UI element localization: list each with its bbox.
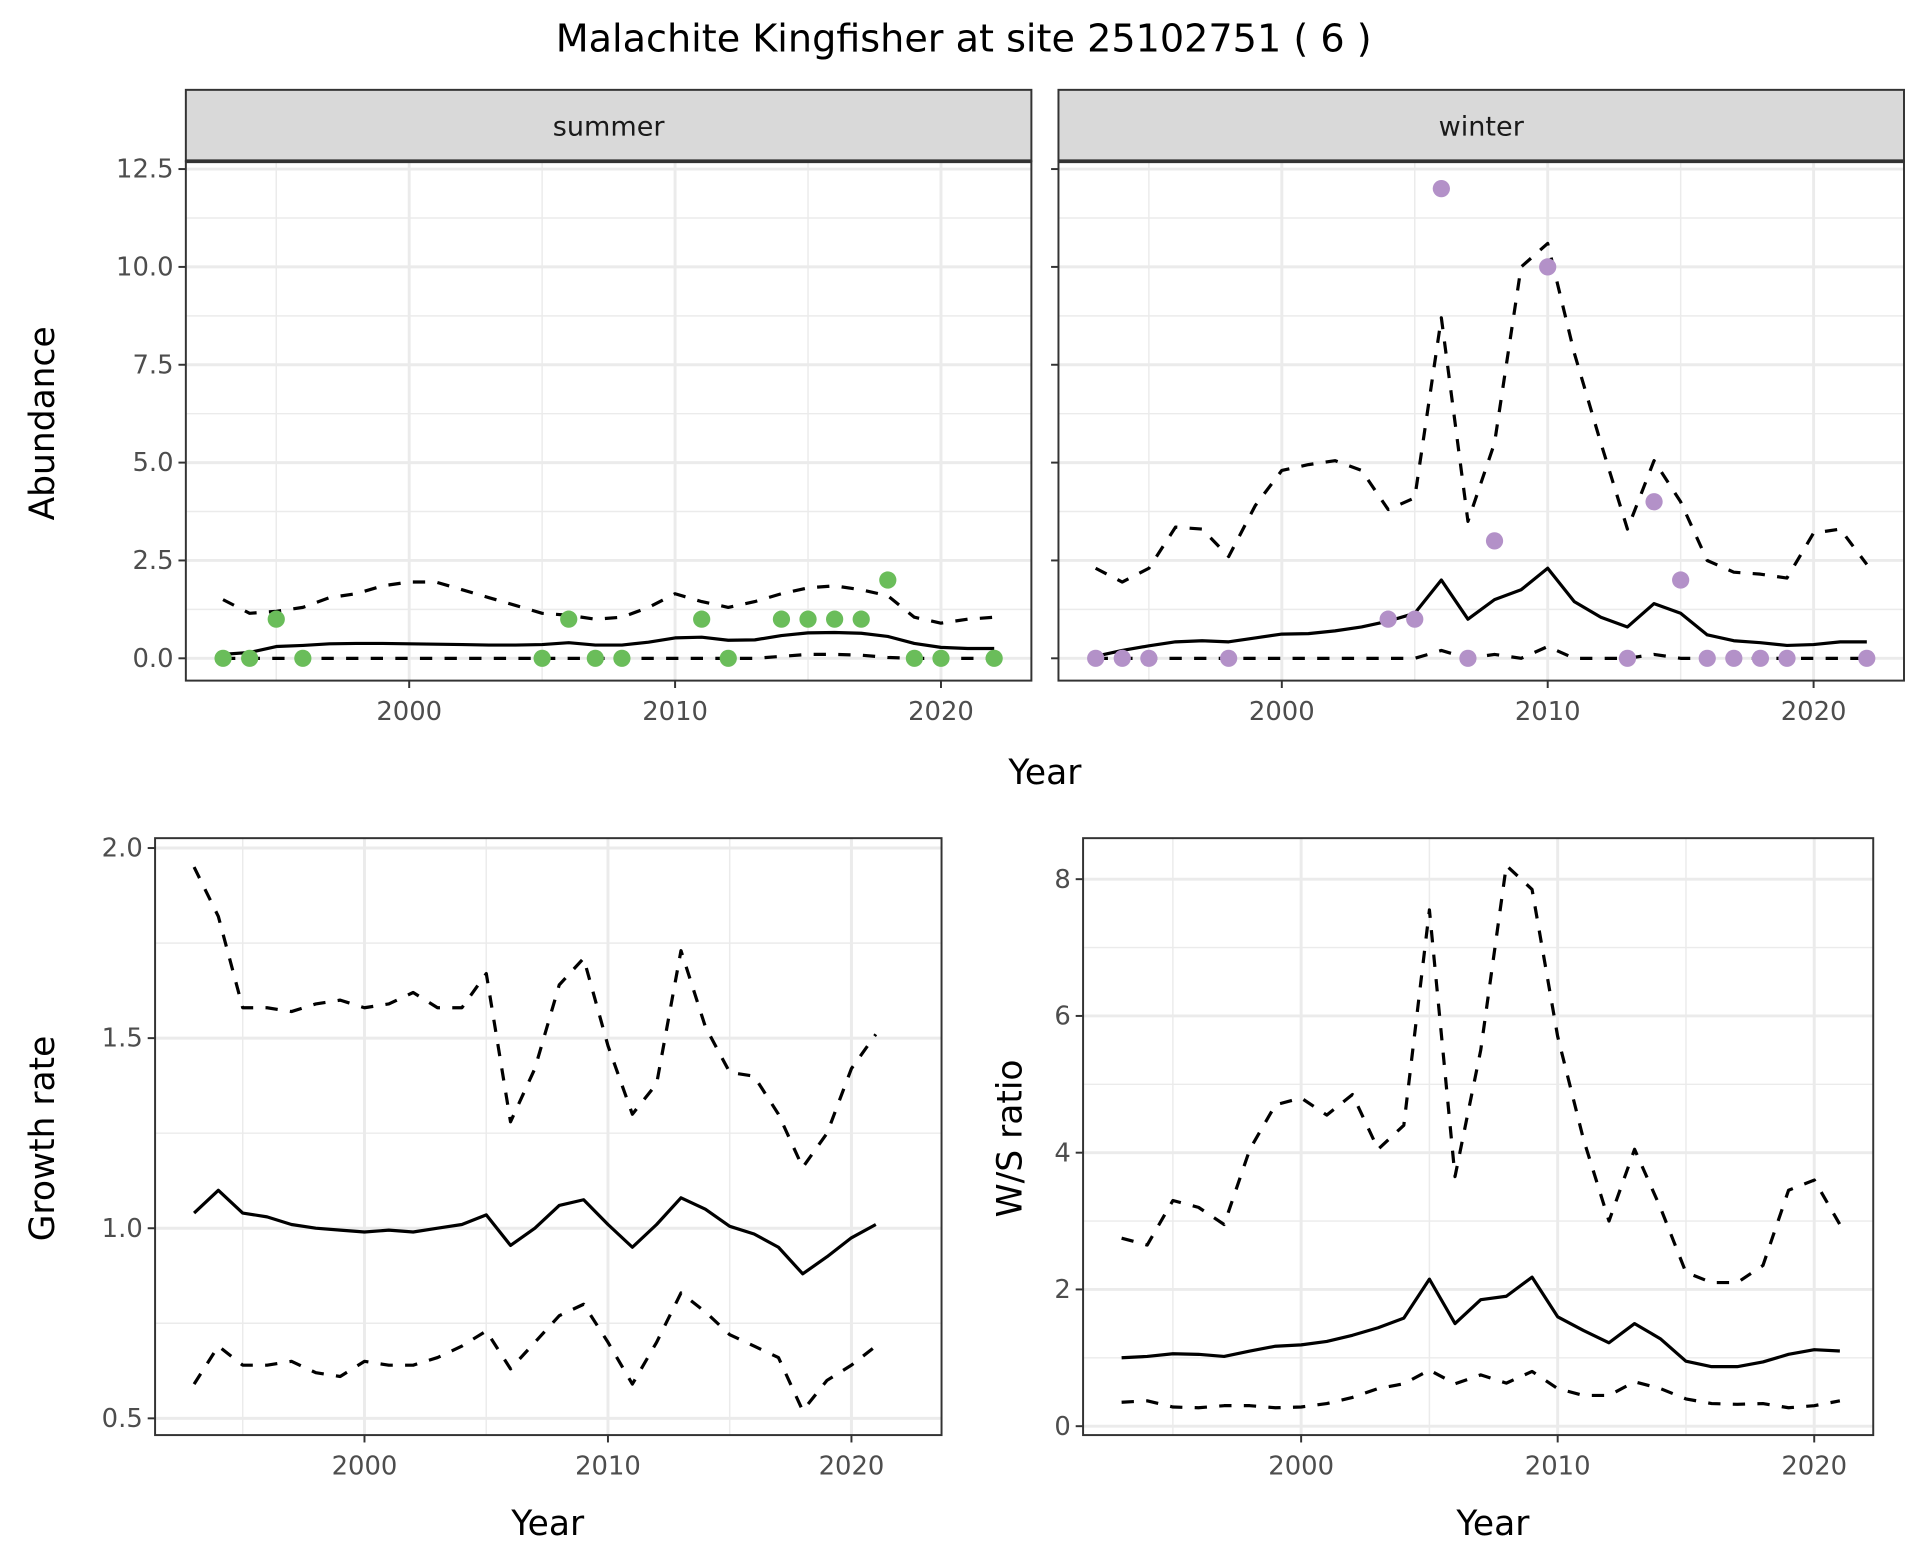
series-upper-line [1094, 241, 1869, 584]
series-mean-line [192, 1188, 877, 1276]
data-point [1113, 649, 1131, 667]
data-point [772, 610, 791, 628]
summer-panel: summer 2000 2010 2020 0.0 2.5 5.0 7.5 10.0 12.5 [116, 88, 1033, 727]
data-point [693, 610, 711, 628]
panel-border [154, 837, 943, 1437]
y-tick-label: 0.5 [102, 1404, 143, 1434]
data-point [241, 649, 259, 667]
x-tick-label: 2020 [819, 1451, 885, 1481]
series-mean-line [1121, 1275, 1840, 1369]
data-point [1140, 649, 1158, 667]
ratio-x-axis-title: Year [1455, 1504, 1530, 1544]
series-mean-line [222, 630, 995, 656]
data-point [799, 610, 817, 628]
data-point [294, 649, 312, 667]
y-tick-label: 6 [1054, 1002, 1070, 1032]
data-point [1485, 532, 1504, 550]
x-tick-label: 2010 [1515, 697, 1581, 727]
y-tick-label: 0.0 [132, 644, 173, 674]
ratio-panel: 2000 2010 2020 0 2 4 6 8 [1054, 837, 1875, 1481]
data-point [613, 649, 631, 667]
growth-y-axis-title: Growth rate [23, 1036, 63, 1242]
data-point [826, 610, 844, 628]
data-point [879, 571, 897, 589]
data-point [1751, 649, 1770, 667]
data-point [852, 610, 870, 628]
data-point [214, 649, 232, 667]
data-point [533, 649, 551, 667]
plot-background [1058, 161, 1904, 681]
ratio-y-axis-title: W/S ratio [991, 1059, 1031, 1217]
x-tick-label: 2020 [908, 697, 974, 727]
data-point [1618, 649, 1637, 667]
series-upper-line [222, 580, 995, 625]
facet-strip [1057, 88, 1905, 163]
data-point [1406, 610, 1424, 628]
data-point [1725, 649, 1743, 667]
top-y-axis-title: Abundance [23, 326, 63, 520]
top-x-axis-title: Year [1007, 753, 1082, 793]
y-tick-label: 4 [1054, 1138, 1070, 1168]
x-tick-label: 2010 [575, 1451, 641, 1481]
data-point [1698, 649, 1716, 667]
x-tick-label: 2000 [376, 697, 442, 727]
x-tick-label: 2000 [332, 1451, 398, 1481]
data-point [1087, 649, 1105, 667]
series-lower-line [1121, 1368, 1841, 1410]
y-tick-label: 10.0 [116, 253, 174, 283]
y-tick-label: 8 [1054, 865, 1070, 895]
facet-strip-label: summer [553, 111, 666, 142]
y-tick-label: 2 [1054, 1275, 1070, 1305]
plot-background [1083, 838, 1874, 1436]
y-tick-label: 2.5 [132, 546, 173, 576]
x-tick-label: 2010 [1525, 1451, 1591, 1481]
plot-background [155, 838, 942, 1436]
y-tick-label: 5.0 [132, 448, 173, 478]
y-tick-label: 7.5 [132, 350, 173, 380]
growth-panel: 2000 2010 2020 0.5 1.0 1.5 2.0 [102, 834, 943, 1481]
data-point [985, 649, 1003, 667]
panel-border [1082, 837, 1875, 1437]
x-tick-label: 2020 [1781, 1451, 1847, 1481]
data-point [1379, 610, 1397, 628]
data-point [1672, 571, 1690, 589]
data-point [1459, 649, 1477, 667]
x-tick-label: 2010 [642, 697, 708, 727]
series-upper-line [192, 866, 878, 1169]
data-point [1645, 493, 1663, 511]
data-point [586, 649, 604, 667]
data-point [1220, 649, 1238, 667]
data-point [932, 649, 950, 667]
x-tick-label: 2000 [1268, 1451, 1334, 1481]
data-point [1858, 649, 1876, 667]
x-tick-label: 2020 [1781, 697, 1847, 727]
data-point [905, 649, 924, 667]
facet-strip-label: winter [1439, 111, 1525, 142]
series-upper-line [1121, 863, 1842, 1285]
plot-background [185, 161, 1032, 681]
series-lower-line [223, 652, 995, 660]
facet-strip [184, 88, 1033, 163]
data-point [267, 610, 285, 628]
growth-x-axis-title: Year [510, 1504, 585, 1544]
data-point [719, 649, 737, 667]
series-mean-line [1095, 566, 1867, 658]
y-tick-label: 1.5 [102, 1024, 143, 1054]
y-tick-label: 1.0 [102, 1214, 143, 1244]
data-point [1778, 649, 1796, 667]
figure-title: Malachite Kingfisher at site 25102751 ( … [556, 17, 1372, 61]
y-tick-label: 12.5 [116, 155, 174, 185]
data-point [1432, 180, 1450, 198]
y-tick-label: 0 [1054, 1412, 1070, 1442]
data-point [1539, 258, 1557, 276]
y-tick-label: 2.0 [102, 834, 143, 864]
winter-panel: winter 2000 2010 2020 [1051, 88, 1905, 727]
data-point [560, 610, 578, 628]
x-tick-label: 2000 [1249, 697, 1315, 727]
